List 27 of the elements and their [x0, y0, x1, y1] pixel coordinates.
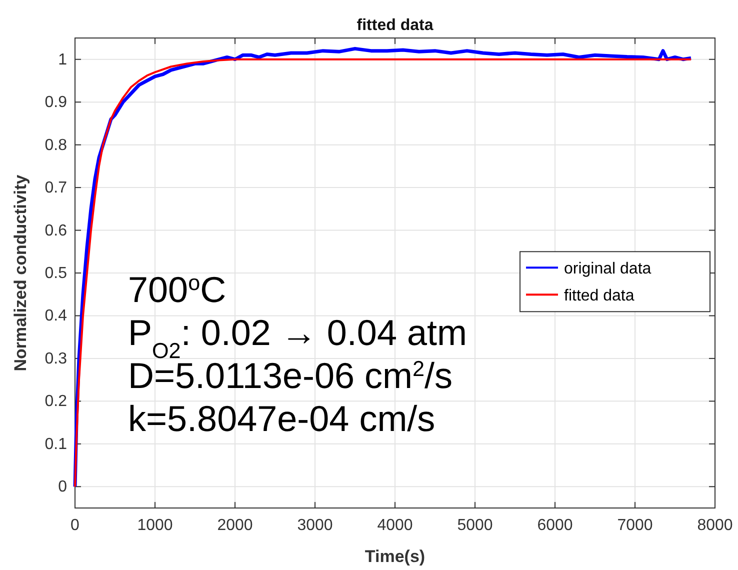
x-tick-label: 5000 [457, 517, 493, 534]
chart-title: fitted data [356, 17, 434, 34]
y-tick-label: 0.6 [44, 222, 68, 240]
y-tick-label: 0.1 [44, 436, 68, 453]
x-tick-label: 0 [70, 517, 80, 534]
y-tick-label: 0.5 [44, 265, 68, 282]
y-tick-label: 0.3 [44, 350, 68, 368]
y-tick-label: 0 [58, 478, 68, 496]
legend-label: original data [564, 260, 652, 278]
x-tick-label: 8000 [697, 517, 733, 534]
y-tick-label: 0.9 [44, 94, 68, 112]
x-tick-label: 7000 [617, 517, 653, 534]
y-tick-label: 0.8 [44, 136, 68, 154]
y-tick-label: 0.4 [44, 308, 68, 325]
y-tick-label: 0.7 [44, 180, 68, 197]
y-tick-label: 0.2 [44, 393, 68, 410]
x-tick-label: 2000 [217, 517, 253, 534]
annotation: 700$^{o}$C [128, 269, 226, 310]
y-tick-label: 1 [58, 51, 68, 68]
legend-label: fitted data [564, 288, 634, 305]
x-tick-label: 3000 [297, 517, 333, 534]
y-axis-title: Normalized conductivity [11, 174, 30, 372]
x-axis-title: Time(s) [364, 547, 426, 566]
x-tick-label: 1000 [137, 517, 173, 534]
annotation: k=5.8047e-04 cm/s [128, 398, 436, 439]
x-tick-label: 6000 [537, 517, 573, 534]
x-tick-label: 4000 [377, 517, 413, 534]
